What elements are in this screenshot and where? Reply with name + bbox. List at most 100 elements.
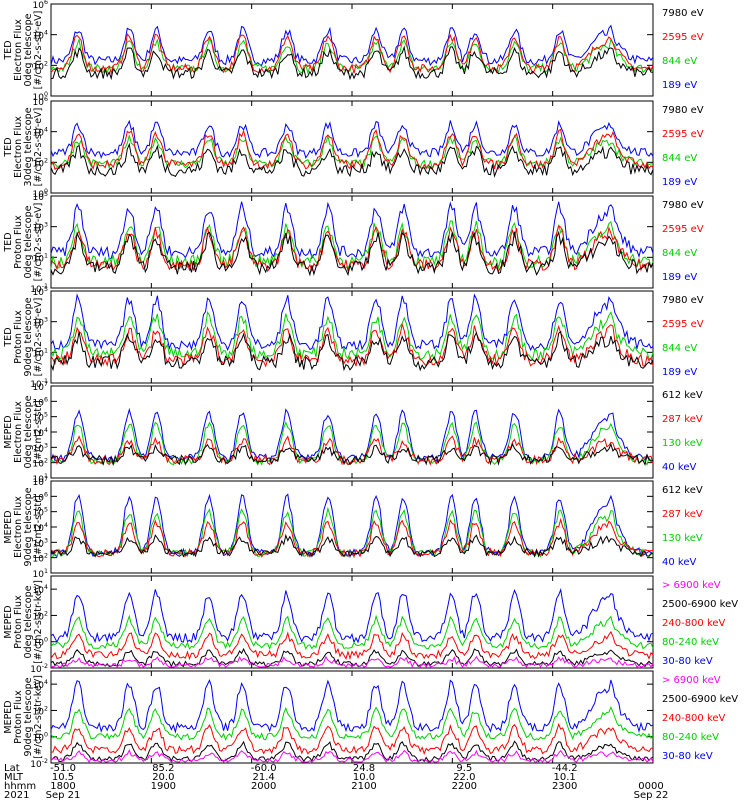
series-trace <box>50 119 654 159</box>
x-tick-label-hhmm: 1800 <box>50 781 75 792</box>
y-tick-label: 103 <box>33 442 48 454</box>
x-tick-label-date: Sep 22 <box>634 790 669 800</box>
series-trace <box>50 630 654 661</box>
y-tick-label: 105 <box>33 412 48 424</box>
y-tick-label: 106 <box>33 491 48 503</box>
legend-entry: 30-80 keV <box>662 656 713 667</box>
y-tick-label: 104 <box>33 522 48 534</box>
y-axis-label: MEPEDElectron Flux0deg telescope[#/cm2-s… <box>3 395 44 468</box>
legend-entry: 240-800 keV <box>662 713 726 724</box>
panel-frame <box>50 385 654 479</box>
series-trace <box>50 647 654 668</box>
legend-entry: > 6900 keV <box>662 580 721 591</box>
series-trace <box>50 330 654 372</box>
series-trace <box>50 322 654 368</box>
legend-entry: 7980 eV <box>662 295 704 306</box>
x-tick-label-mlt: 10.0 <box>353 772 375 783</box>
x-row-title: hhmm <box>4 781 36 792</box>
y-tick-label: 102 <box>33 458 48 470</box>
x-tick-label-lat: 9.5 <box>456 763 472 774</box>
series-trace <box>50 614 654 650</box>
y-tick-label: 104 <box>33 427 48 439</box>
y-tick-label: 10-2 <box>30 663 48 675</box>
y-tick-label: 102 <box>33 705 48 717</box>
y-tick-label: 101 <box>33 473 48 485</box>
series-trace <box>50 128 654 171</box>
legend-entry: 30-80 keV <box>662 751 713 762</box>
legend-entry: 612 keV <box>662 390 703 401</box>
legend-entry: 80-240 keV <box>662 732 719 743</box>
x-tick-label-lat: -51.0 <box>50 763 76 774</box>
legend-entry: 7980 eV <box>662 105 704 116</box>
y-tick-label: 106 <box>33 96 48 108</box>
y-tick-label: 103 <box>33 537 48 549</box>
panel-frame <box>50 195 654 289</box>
legend-entry: 189 eV <box>662 272 697 283</box>
series-trace <box>50 533 654 558</box>
legend-entry: 7980 eV <box>662 8 704 19</box>
legend-entry: 2595 eV <box>662 319 704 330</box>
x-tick-label-lat: -60.0 <box>251 763 277 774</box>
series-trace <box>50 142 654 178</box>
y-tick-label: 104 <box>33 127 48 139</box>
y-axis-label: MEPEDProton Flux90deg telescope[#/cm2-s-… <box>3 675 44 759</box>
series-trace <box>50 678 654 734</box>
series-trace <box>50 749 654 764</box>
legend-entry: 2500-6900 keV <box>662 599 738 610</box>
legend-entry: 80-240 keV <box>662 637 719 648</box>
y-tick-label: 10-1 <box>30 378 48 390</box>
y-tick-label: 101 <box>33 347 48 359</box>
series-trace <box>50 230 654 277</box>
legend-entry: > 6900 keV <box>662 675 721 686</box>
legend-entry: 2500-6900 keV <box>662 694 738 705</box>
y-tick-label: 100 <box>33 637 48 649</box>
legend-entry: 40 keV <box>662 462 696 473</box>
x-tick-label-hhmm: 1900 <box>151 781 176 792</box>
legend-entry: 844 eV <box>662 153 697 164</box>
legend-entry: 130 keV <box>662 533 703 544</box>
x-tick-label-hhmm: 2300 <box>552 781 577 792</box>
series-trace <box>50 435 654 466</box>
series-trace <box>50 587 654 644</box>
series-trace <box>50 225 654 273</box>
legend-entry: 189 eV <box>662 177 697 188</box>
legend-entry: 844 eV <box>662 56 697 67</box>
legend-entry: 189 eV <box>662 80 697 91</box>
y-tick-label: 102 <box>33 60 48 72</box>
y-tick-label: 102 <box>33 553 48 565</box>
series-trace <box>50 220 654 270</box>
y-tick-label: 101 <box>33 568 48 580</box>
x-tick-label-mlt: 21.4 <box>253 772 275 783</box>
y-tick-label: 100 <box>33 732 48 744</box>
y-axis-label: MEPEDProton Flux0deg telescope[#/cm2-s-s… <box>3 580 44 664</box>
panel-frame <box>50 3 654 97</box>
y-tick-label: 10-1 <box>30 283 48 295</box>
series-trace <box>50 293 654 352</box>
y-tick-label: 104 <box>33 679 48 691</box>
y-tick-label: 104 <box>33 584 48 596</box>
x-tick-label-mlt: 20.0 <box>152 772 174 783</box>
legend-entry: 130 keV <box>662 438 703 449</box>
y-tick-label: 105 <box>33 507 48 519</box>
x-tick-label-hhmm: 2000 <box>251 781 276 792</box>
legend-entry: 40 keV <box>662 557 696 568</box>
y-axis-label: TEDElectron Flux0deg telescope[#/cm2-s-s… <box>3 11 44 90</box>
series-trace <box>50 45 654 81</box>
y-tick-label: 101 <box>33 252 48 264</box>
x-row-title: 2021 <box>4 790 29 800</box>
y-tick-label: 103 <box>33 222 48 234</box>
x-tick-label-lat: -44.2 <box>552 763 578 774</box>
y-tick-label: 102 <box>33 157 48 169</box>
x-tick-label-mlt: 10.5 <box>52 772 74 783</box>
series-trace <box>50 442 654 467</box>
y-tick-label: 105 <box>33 191 48 203</box>
x-row-title: MLT <box>4 772 24 783</box>
